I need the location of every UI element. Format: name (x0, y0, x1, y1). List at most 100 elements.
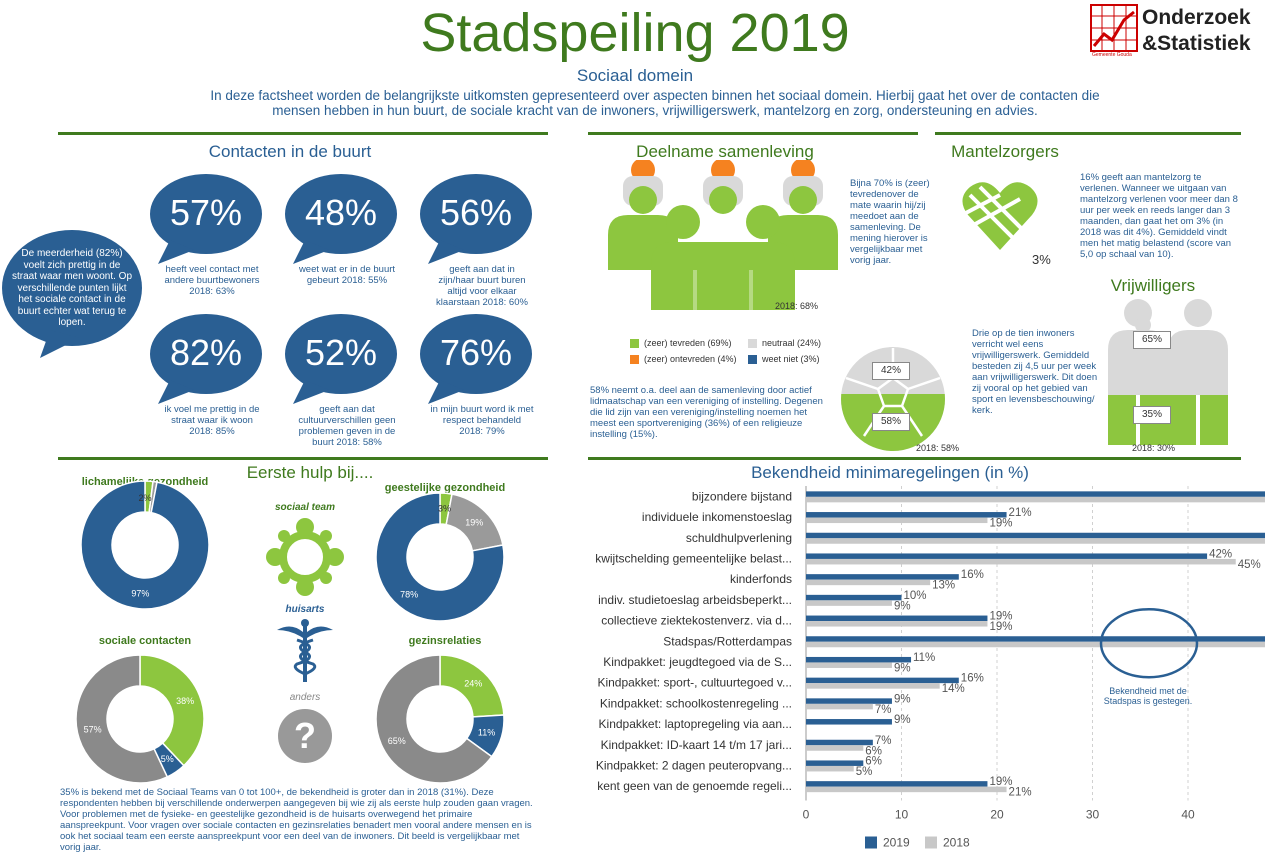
category-label: individuele inkomenstoeslag (642, 510, 792, 524)
bar-2018 (806, 579, 931, 586)
minima-title: Bekendheid minimaregelingen (in %) (751, 463, 1029, 482)
contact-bubble-caption: heeft veel contact met andere buurtbewon… (164, 264, 260, 297)
contact-bubble-caption: in mijn buurt word ik met respect behand… (430, 404, 534, 437)
volunteers-label-top: 65% (1133, 331, 1171, 349)
bar-value-label: 16% (961, 569, 984, 581)
bar-2018 (806, 786, 1007, 793)
bar-value-label: 5% (856, 766, 873, 778)
bar-2018 (806, 538, 1265, 544)
donut-label: 97% (131, 588, 149, 598)
category-label: collectieve ziektekostenverz. via d... (601, 614, 792, 628)
contact-bubble: 56% geeft aan dat in zijn/haar buurt bure… (420, 172, 540, 312)
divider-eerste-hulp (58, 457, 548, 460)
donut-title-gezin: gezinsrelaties (408, 635, 482, 647)
bar-2018 (806, 662, 892, 668)
category-label: Kindpakket: laptopregeling via aan... (599, 717, 792, 731)
donut-slice (75, 654, 169, 784)
speech-bubble-left-text: De meerderheid (82%) voelt zich prettig … (11, 248, 133, 328)
logo: Onderzoek &Statistiek Gemeente Gouda (1090, 4, 1265, 60)
x-tick-label: 20 (990, 808, 1004, 822)
donut-slice (375, 654, 493, 784)
bar-2018 (806, 641, 1265, 648)
intro-text: In deze factsheet worden de belangrijkst… (210, 88, 1100, 118)
contact-bubble: 76% in mijn buurt word ik met respect beh… (420, 312, 540, 452)
bar-2018 (806, 600, 892, 606)
donut-label: 19% (465, 518, 483, 528)
contact-bubble: 52% geeft aan dat cultuurverschillen geen… (285, 312, 405, 452)
bar-value-label: 21% (1009, 507, 1032, 519)
divider-minima (588, 457, 1241, 460)
bar-2018 (806, 517, 988, 524)
bar-2018 (806, 765, 854, 772)
question-icon: ? (278, 709, 332, 763)
contact-bubble-caption: geeft aan dat in zijn/haar buurt buren a… (436, 264, 528, 308)
donut-slice (375, 492, 505, 622)
contact-bubble-pct: 52% (304, 332, 378, 373)
football-note: 2018: 58% (916, 443, 960, 453)
bar-value-label: 19% (989, 518, 1012, 530)
bar-2019 (806, 594, 902, 601)
huisarts-label: huisarts (285, 604, 325, 615)
bar-value-label: 11% (913, 652, 935, 664)
bar-value-label: 6% (865, 745, 882, 757)
bar-value-label: 16% (961, 673, 984, 685)
anders-label: anders (289, 692, 321, 703)
mantelzorg-text: 16% geeft aan mantelzorg te verlenen. Wa… (1080, 172, 1238, 260)
stadspas-highlight-circle (1099, 608, 1199, 679)
volunteers-note: 2018: 30% (1132, 443, 1176, 453)
bar-value-label: 19% (989, 611, 1012, 623)
bar-value-label: 7% (875, 704, 892, 716)
logo-small: Gemeente Gouda (1092, 52, 1132, 58)
contacten-title: Contacten in de buurt (208, 142, 372, 161)
bar-2018 (806, 683, 940, 689)
category-label: Kindpakket: 2 dagen peuteropvang... (596, 758, 792, 772)
football-label-top: 42% (872, 362, 910, 380)
bar-value-label: 9% (894, 662, 911, 674)
bar-value-label: 9% (894, 714, 911, 726)
category-label: indiv. studietoeslag arbeidsbeperkt... (598, 593, 792, 607)
contact-bubble: 82% ik voel me prettig in de straat waar … (150, 312, 270, 452)
bar-2019 (806, 491, 1265, 497)
category-label: kwijtschelding gemeentelijke belast... (595, 551, 792, 565)
vrijwilligers-title: Vrijwilligers (1110, 276, 1196, 295)
lidmaatschap-text: 58% neemt o.a. deel aan de samenleving d… (590, 385, 823, 440)
page-subtitle: Sociaal domein (576, 66, 694, 85)
donut-label: 38% (176, 696, 194, 706)
logo-chart-icon (1090, 4, 1138, 52)
legend-swatch (630, 338, 639, 348)
category-label: Kindpakket: schoolkostenregeling ... (600, 696, 792, 710)
donut-label: 2% (138, 493, 151, 503)
legend-label: 2018 (943, 836, 970, 850)
legend-label: 2019 (883, 836, 910, 850)
category-label: Kindpakket: ID-kaart 14 t/m 17 jari... (601, 738, 792, 752)
divider-deelname (588, 132, 918, 135)
legend-label: neutraal (24%) (762, 338, 822, 348)
category-label: Stadspas/Rotterdampas (663, 634, 792, 648)
donut-slice (139, 654, 205, 767)
bar-2018 (806, 496, 1265, 503)
contact-bubble-pct: 82% (169, 332, 243, 373)
legend-swatch (748, 354, 757, 364)
bar-2019 (806, 656, 912, 663)
bar-value-label: 6% (865, 755, 882, 767)
bar-2019 (806, 781, 988, 787)
donut-slice (80, 480, 210, 610)
donut-label: 78% (400, 589, 418, 599)
bar-value-label: 45% (1238, 559, 1261, 571)
page-title: Stadspeiling 2019 (420, 3, 850, 63)
bar-2018 (806, 558, 1236, 565)
donut-label: 24% (464, 679, 482, 689)
bar-2019 (806, 677, 959, 684)
bar-value-label: 7% (875, 735, 892, 747)
legend-label: weet niet (3%) (762, 354, 820, 364)
bar-value-label: 13% (932, 580, 955, 592)
x-tick-label: 30 (1086, 808, 1100, 822)
x-tick-label: 10 (895, 808, 909, 822)
bar-2019 (806, 512, 1007, 518)
deelname-year-note: 2018: 68% (775, 301, 819, 311)
bar-value-label: 42% (1209, 548, 1232, 560)
stadspas-annotation: Bekendheid met de Stadspas is gestegen. (1103, 686, 1193, 706)
x-tick-label: 0 (803, 808, 810, 822)
bar-value-label: 10% (904, 590, 927, 602)
eerste-hulp-title: Eerste hulp bij.... (246, 463, 374, 482)
